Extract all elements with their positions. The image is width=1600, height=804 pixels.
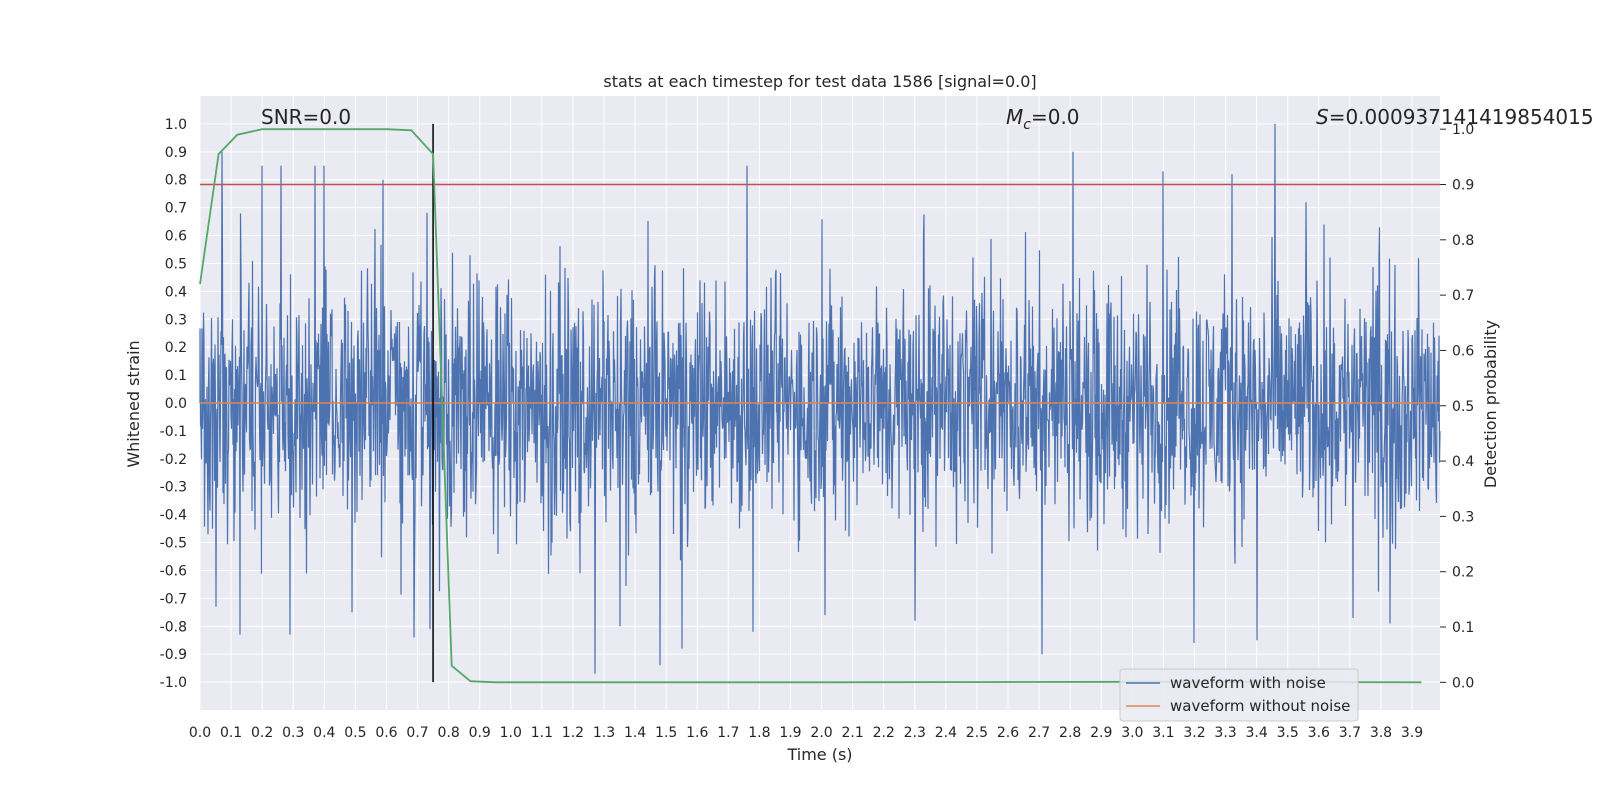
- mc-symbol: M: [1006, 105, 1023, 129]
- legend: waveform with noise waveform without noi…: [1119, 668, 1359, 722]
- waveform-with-noise-line: [199, 123, 1441, 674]
- y-tick-label: 1.0: [165, 117, 187, 133]
- x-tick-label: 2.5: [966, 725, 988, 741]
- y2-tick-label: 0.1: [1452, 620, 1474, 636]
- y-tick-label: 0.1: [165, 368, 187, 384]
- y-tick-label: -0.6: [160, 563, 187, 579]
- x-tick-label: 3.7: [1339, 725, 1361, 741]
- y-tick-label: 0.3: [165, 312, 187, 328]
- y2-tick-label: 0.8: [1452, 233, 1474, 249]
- mc-value: =0.0: [1031, 105, 1080, 129]
- y-tick-label: -0.5: [160, 536, 187, 552]
- x-tick-label: 1.2: [562, 725, 584, 741]
- y-tick-label: 0.9: [165, 145, 187, 161]
- y-tick-label: 0.6: [165, 229, 187, 245]
- y2-tick-label: 0.7: [1452, 288, 1474, 304]
- y-tick-label: -0.9: [160, 647, 187, 663]
- y2-tick-label: 0.5: [1452, 399, 1474, 415]
- x-tick-label: 2.4: [935, 725, 957, 741]
- x-tick-label: 2.3: [904, 725, 926, 741]
- y-tick-label: 0.4: [165, 284, 187, 300]
- y-tick-label: 0.7: [165, 201, 187, 217]
- x-tick-label: 0.9: [469, 725, 491, 741]
- x-tick-label: 1.8: [748, 725, 770, 741]
- y2-tick-labels: 1.0 0.9 0.8 0.7 0.6 0.5 0.4 0.3 0.2 0.1 0.0: [1440, 122, 1474, 691]
- y2-tick-label: 0.2: [1452, 565, 1474, 581]
- x-tick-label: 0.2: [251, 725, 273, 741]
- x-tick-label: 3.0: [1121, 725, 1143, 741]
- x-tick-label: 0.6: [375, 725, 397, 741]
- y2-tick-label: 0.3: [1452, 509, 1474, 525]
- x-tick-label: 1.5: [655, 725, 677, 741]
- x-tick-label: 0.7: [406, 725, 428, 741]
- x-tick-label: 3.2: [1183, 725, 1205, 741]
- y-tick-label: 0.8: [165, 173, 187, 189]
- chart-title: stats at each timestep for test data 158…: [603, 72, 1036, 91]
- legend-label-noise: waveform with noise: [1170, 674, 1326, 692]
- x-tick-label: 0.4: [313, 725, 335, 741]
- x-tick-label: 1.4: [624, 725, 646, 741]
- y2-tick-label: 0.6: [1452, 343, 1474, 359]
- s-symbol: S: [1316, 105, 1329, 129]
- y2-tick-label: 1.0: [1452, 122, 1474, 138]
- legend-label-clean: waveform without noise: [1170, 697, 1350, 715]
- y-tick-label: 0.5: [165, 256, 187, 272]
- x-tick-label: 1.0: [500, 725, 522, 741]
- y-tick-label: 0.0: [165, 396, 187, 412]
- x-tick-label: 2.7: [1028, 725, 1050, 741]
- x-tick-label: 3.4: [1246, 725, 1268, 741]
- snr-annotation: SNR=0.0: [261, 105, 351, 129]
- y-axis-label: Whitened strain: [124, 340, 143, 467]
- x-tick-label: 2.2: [873, 725, 895, 741]
- x-tick-label: 1.1: [531, 725, 553, 741]
- y-tick-label: -0.2: [160, 452, 187, 468]
- x-tick-label: 0.3: [282, 725, 304, 741]
- x-tick-label: 3.6: [1308, 725, 1330, 741]
- y-tick-label: 0.2: [165, 340, 187, 356]
- x-tick-label: 2.1: [841, 725, 863, 741]
- x-tick-label: 1.3: [593, 725, 615, 741]
- y-tick-label: -0.8: [160, 619, 187, 635]
- detection-probability-line: [199, 128, 1422, 684]
- x-tick-label: 2.9: [1090, 725, 1112, 741]
- x-tick-label: 0.0: [189, 725, 211, 741]
- x-tick-label: 3.1: [1152, 725, 1174, 741]
- x-axis-label: Time (s): [786, 745, 852, 764]
- y-tick-label: -1.0: [160, 675, 187, 691]
- x-tick-label: 3.9: [1401, 725, 1423, 741]
- y-tick-labels: 1.0 0.9 0.8 0.7 0.6 0.5 0.4 0.3 0.2 0.1 0.0 -0.1 -0.…: [160, 117, 187, 691]
- mc-annotation: Mc=0.0: [1006, 105, 1080, 133]
- x-tick-labels: 0.0 0.1 0.2 0.3 0.4 0.5 0.6 0.7 0.8 0.9 1.0 1.1 1.2 1…: [189, 725, 1423, 741]
- plot-area: [199, 123, 1441, 684]
- s-value: =0.000937141419854015: [1329, 105, 1594, 129]
- y-tick-label: -0.1: [160, 424, 187, 440]
- y2-tick-label: 0.4: [1452, 454, 1474, 470]
- legend-box: [1119, 668, 1359, 722]
- y-tick-label: -0.7: [160, 591, 187, 607]
- y2-axis-label: Detection probability: [1481, 320, 1500, 488]
- x-tick-label: 0.8: [437, 725, 459, 741]
- x-tick-label: 1.7: [717, 725, 739, 741]
- x-tick-label: 1.9: [779, 725, 801, 741]
- x-tick-label: 2.6: [997, 725, 1019, 741]
- x-tick-label: 0.5: [344, 725, 366, 741]
- y2-tick-label: 0.0: [1452, 675, 1474, 691]
- x-tick-label: 3.5: [1277, 725, 1299, 741]
- y2-tick-label: 0.9: [1452, 178, 1474, 194]
- y-tick-label: -0.4: [160, 508, 187, 524]
- s-annotation: S=0.000937141419854015: [1316, 105, 1594, 129]
- x-tick-label: 2.0: [810, 725, 832, 741]
- x-tick-label: 3.3: [1214, 725, 1236, 741]
- mc-subscript: c: [1023, 117, 1031, 133]
- x-tick-label: 2.8: [1059, 725, 1081, 741]
- y-tick-label: -0.3: [160, 480, 187, 496]
- x-tick-label: 0.1: [220, 725, 242, 741]
- x-tick-label: 1.6: [686, 725, 708, 741]
- x-tick-label: 3.8: [1370, 725, 1392, 741]
